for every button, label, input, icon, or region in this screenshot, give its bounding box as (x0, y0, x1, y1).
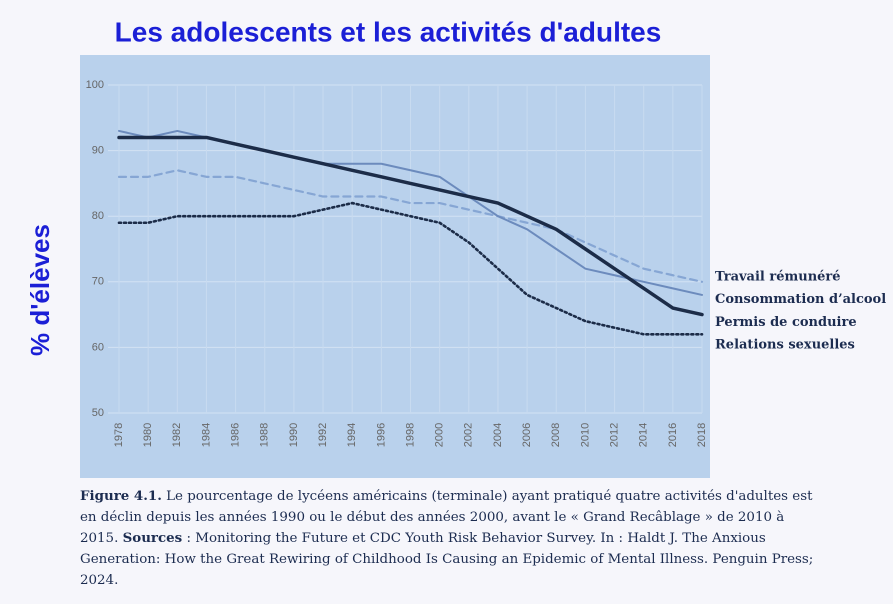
series-line (117, 135, 704, 317)
x-tick-label: 1984 (200, 423, 212, 447)
x-tick-label: 2008 (550, 423, 562, 447)
x-tick-label: 2016 (667, 423, 679, 447)
x-tick-label: 1994 (346, 423, 358, 447)
x-tick-label: 2012 (608, 423, 620, 447)
x-tick-label: 2018 (696, 423, 708, 447)
y-tick-label: 100 (86, 79, 104, 91)
x-tick-label: 1990 (288, 423, 300, 447)
x-tick-label: 1988 (259, 423, 271, 447)
caption-text: Le pourcentage de lycéens américains (te… (80, 489, 813, 546)
x-tick-label: 2010 (579, 423, 591, 447)
legend-label: Travail rémunéré (715, 270, 841, 285)
x-tick-label: 1980 (142, 423, 154, 447)
chart-title: Les adolescents et les activités d'adult… (115, 16, 662, 47)
x-tick-label: 1986 (230, 423, 242, 447)
chart: Les adolescents et les activités d'adult… (25, 16, 886, 478)
caption-label: Figure 4.1. (80, 488, 162, 504)
x-tick-label: 1992 (317, 423, 329, 447)
legend-label: Permis de conduire (715, 315, 857, 330)
chart-background (80, 55, 710, 478)
y-axis-label: % d'élèves (25, 224, 55, 356)
x-tick-label: 2014 (638, 423, 650, 447)
x-tick-label: 2006 (521, 423, 533, 447)
y-tick-label: 80 (92, 210, 104, 222)
legend-label: Relations sexuelles (715, 338, 855, 353)
y-tick-label: 60 (92, 341, 104, 353)
series-line (117, 169, 704, 283)
y-tick-label: 50 (92, 407, 104, 419)
caption-sources: Sources (122, 530, 183, 546)
x-tick-label: 2000 (434, 423, 446, 447)
x-tick-label: 1978 (113, 423, 125, 447)
x-tick-label: 2004 (492, 423, 504, 447)
series-line (117, 201, 704, 336)
x-tick-label: 2002 (463, 423, 475, 447)
legend-label: Consommation d’alcool (715, 292, 886, 307)
y-tick-label: 90 (92, 145, 104, 157)
y-tick-label: 70 (92, 276, 104, 288)
x-tick-label: 1982 (171, 423, 183, 447)
x-tick-label: 1996 (375, 423, 387, 447)
caption: Figure 4.1. Le pourcentage de lycéens am… (80, 486, 825, 591)
x-tick-label: 1998 (404, 423, 416, 447)
caption-text: : Monitoring the Future et CDC Youth Ris… (80, 531, 814, 588)
